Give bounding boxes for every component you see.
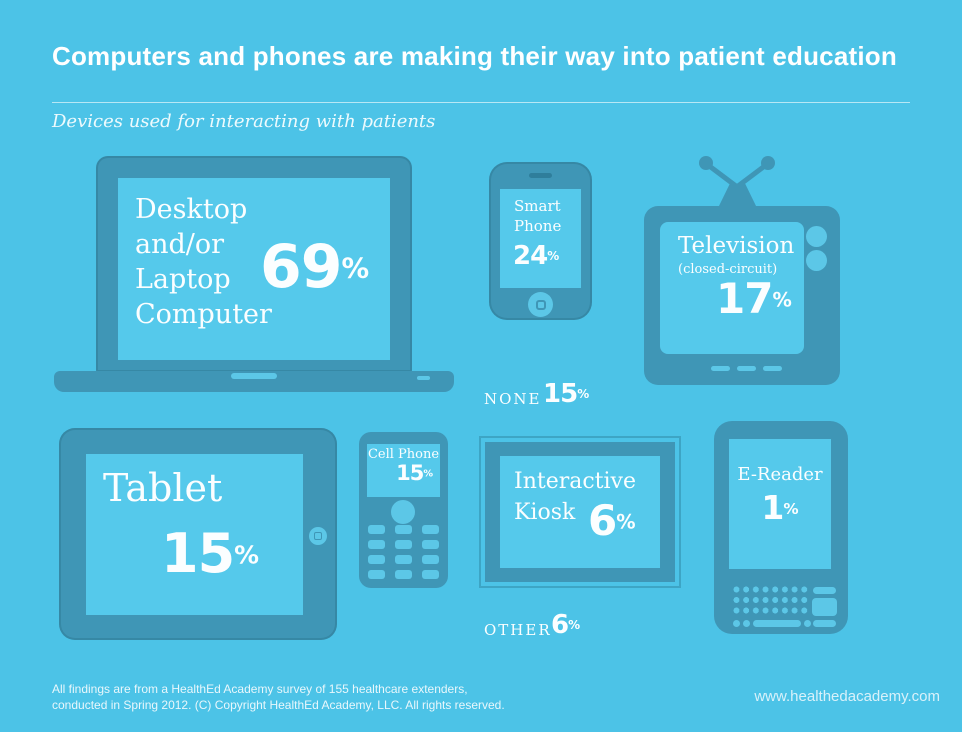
- other-label: OTHER: [484, 621, 552, 639]
- kiosk-label: Interactive Kiosk: [514, 469, 636, 525]
- smartphone-label: Smart Phone: [514, 197, 562, 235]
- cellphone-screen: [367, 444, 440, 497]
- smartphone-speaker-slit: [529, 173, 552, 178]
- tablet-label: Tablet: [103, 466, 223, 510]
- cellphone-keypad: [368, 525, 439, 579]
- ereader-label: E-Reader: [737, 464, 823, 485]
- page-title: Computers and phones are making their wa…: [52, 41, 897, 71]
- page-subtitle: Devices used for interacting with patien…: [52, 111, 436, 132]
- footer-line-2: conducted in Spring 2012. (C) Copyright …: [52, 698, 505, 712]
- smartphone-percentage: 24%: [513, 241, 560, 271]
- kiosk-percentage: 6%: [588, 496, 636, 545]
- tv-vent-dash: [711, 366, 730, 371]
- laptop-percentage: 69%: [260, 232, 370, 302]
- tv-knob: [806, 250, 827, 271]
- cellphone-label: Cell Phone: [367, 447, 440, 462]
- smartphone-home-button: [528, 292, 553, 317]
- tv-sublabel: (closed-circuit): [678, 262, 778, 277]
- tv-vent-dash: [763, 366, 782, 371]
- kiosk-screen: [500, 456, 660, 568]
- tablet-home-button: [309, 527, 327, 545]
- tv-vent-dash: [737, 366, 756, 371]
- laptop-base-dash: [417, 376, 430, 380]
- cellphone-percentage: 15%: [396, 461, 433, 485]
- website-link[interactable]: www.healthedacademy.com: [754, 688, 940, 705]
- ereader-keyboard-bottom-row: [733, 620, 811, 627]
- divider-line: [52, 102, 910, 103]
- ereader-side-key: [813, 620, 836, 627]
- tv-antenna-base: [718, 184, 757, 208]
- tv-label: Television: [678, 233, 795, 259]
- tablet-percentage: 15%: [161, 522, 260, 585]
- ereader-select-key: [812, 598, 837, 616]
- tv-antenna-tip-left: [699, 156, 713, 170]
- ereader-screen: [729, 439, 831, 569]
- none-label: NONE: [484, 390, 542, 408]
- tablet-screen: [86, 454, 303, 615]
- laptop-label: Desktop and/or Laptop Computer: [135, 194, 272, 330]
- ereader-side-key: [813, 587, 836, 594]
- ereader-keyboard-dots: [733, 586, 811, 617]
- laptop-screen: [118, 178, 390, 360]
- ereader-percentage: 1%: [761, 488, 799, 527]
- smartphone-screen: [500, 189, 581, 288]
- footer-line-1: All findings are from a HealthEd Academy…: [52, 682, 468, 696]
- laptop-base: [54, 371, 454, 392]
- tv-screen: [660, 222, 804, 354]
- tv-antenna-tip-right: [761, 156, 775, 170]
- footer-source-note: All findings are from a HealthEd Academy…: [52, 681, 505, 713]
- tv-percentage: 17%: [716, 274, 792, 323]
- none-percentage: 15%: [543, 379, 590, 409]
- cellphone-nav-button: [391, 500, 415, 524]
- other-percentage: 6%: [551, 610, 581, 640]
- kiosk-outer-outline: [479, 436, 681, 588]
- laptop-base-notch: [231, 373, 277, 379]
- tv-knob: [806, 226, 827, 247]
